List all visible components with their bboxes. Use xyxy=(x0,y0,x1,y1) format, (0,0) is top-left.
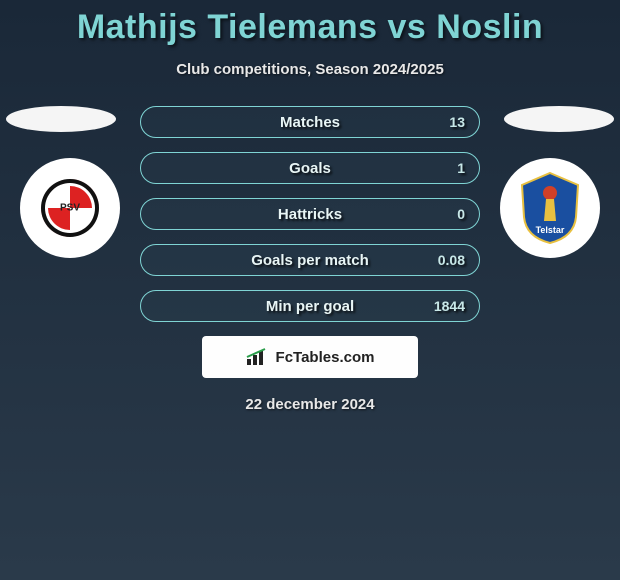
stat-value-right: 0.08 xyxy=(438,252,465,268)
stat-row: Matches 13 xyxy=(140,106,480,138)
player-silhouette-left xyxy=(6,106,116,132)
team-badge-left xyxy=(20,158,120,258)
svg-text:Telstar: Telstar xyxy=(536,225,565,235)
page-subtitle: Club competitions, Season 2024/2025 xyxy=(0,61,620,78)
source-attribution: FcTables.com xyxy=(202,336,418,378)
page-title: Mathijs Tielemans vs Noslin xyxy=(0,0,620,47)
stat-value-right: 0 xyxy=(457,206,465,222)
source-text: FcTables.com xyxy=(276,349,375,366)
player-silhouette-right xyxy=(504,106,614,132)
telstar-logo-icon: Telstar xyxy=(518,171,582,245)
stat-row: Min per goal 1844 xyxy=(140,290,480,322)
stat-row: Goals 1 xyxy=(140,152,480,184)
team-badge-right: Telstar xyxy=(500,158,600,258)
stat-label: Hattricks xyxy=(278,206,342,223)
snapshot-date: 22 december 2024 xyxy=(0,396,620,413)
stat-value-right: 1844 xyxy=(434,298,465,314)
stat-value-right: 1 xyxy=(457,160,465,176)
bar-chart-icon xyxy=(246,348,270,366)
comparison-area: Telstar Matches 13 Goals 1 Hattricks 0 G… xyxy=(0,106,620,413)
psv-logo-icon xyxy=(41,179,99,237)
stats-table: Matches 13 Goals 1 Hattricks 0 Goals per… xyxy=(140,106,480,322)
stat-label: Min per goal xyxy=(266,298,354,315)
stat-label: Goals per match xyxy=(251,252,369,269)
stat-value-right: 13 xyxy=(449,114,465,130)
stat-label: Goals xyxy=(289,160,331,177)
stat-row: Goals per match 0.08 xyxy=(140,244,480,276)
stat-row: Hattricks 0 xyxy=(140,198,480,230)
stat-label: Matches xyxy=(280,114,340,131)
